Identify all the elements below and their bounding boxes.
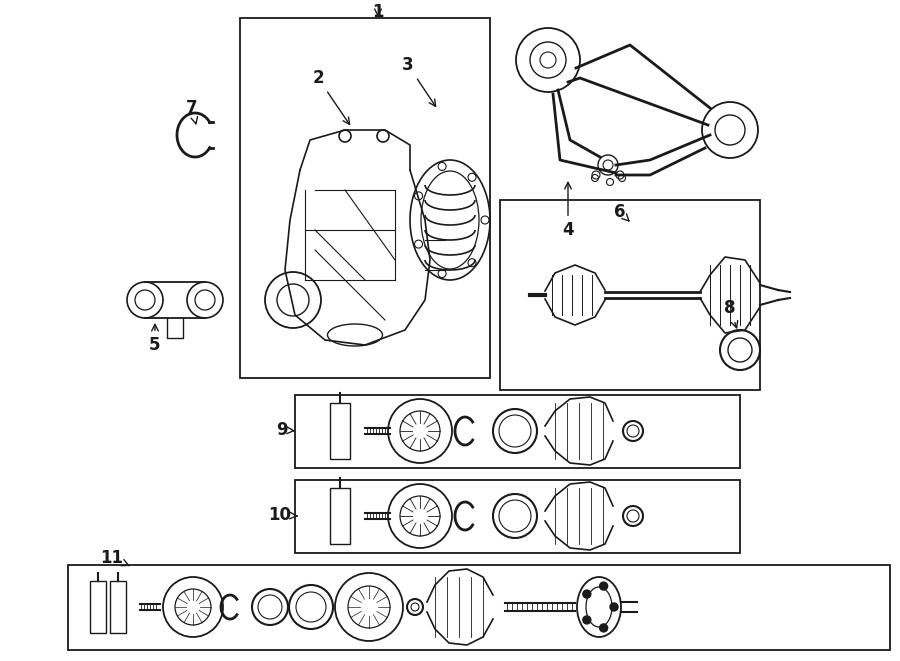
Text: 7: 7	[186, 99, 198, 124]
Bar	[90, 581, 106, 633]
Text: 8: 8	[724, 299, 738, 328]
Bar	[295, 395, 740, 468]
Bar	[240, 18, 490, 378]
Bar	[68, 565, 890, 650]
Text: 11: 11	[101, 549, 129, 567]
Text: 4: 4	[562, 182, 574, 239]
Bar	[500, 200, 760, 390]
Text: 5: 5	[149, 325, 161, 354]
Circle shape	[610, 603, 618, 611]
Text: 10: 10	[268, 506, 297, 524]
Text: 1: 1	[373, 3, 383, 21]
Circle shape	[583, 616, 591, 624]
Text: 2: 2	[312, 69, 349, 124]
Bar	[330, 488, 350, 544]
Circle shape	[599, 624, 608, 632]
Circle shape	[599, 582, 608, 590]
Text: 3: 3	[402, 56, 436, 106]
Bar	[110, 581, 126, 633]
Bar	[295, 480, 740, 553]
Bar	[330, 403, 350, 459]
Text: 9: 9	[276, 421, 294, 439]
Circle shape	[583, 590, 591, 598]
Text: 6: 6	[614, 203, 629, 221]
